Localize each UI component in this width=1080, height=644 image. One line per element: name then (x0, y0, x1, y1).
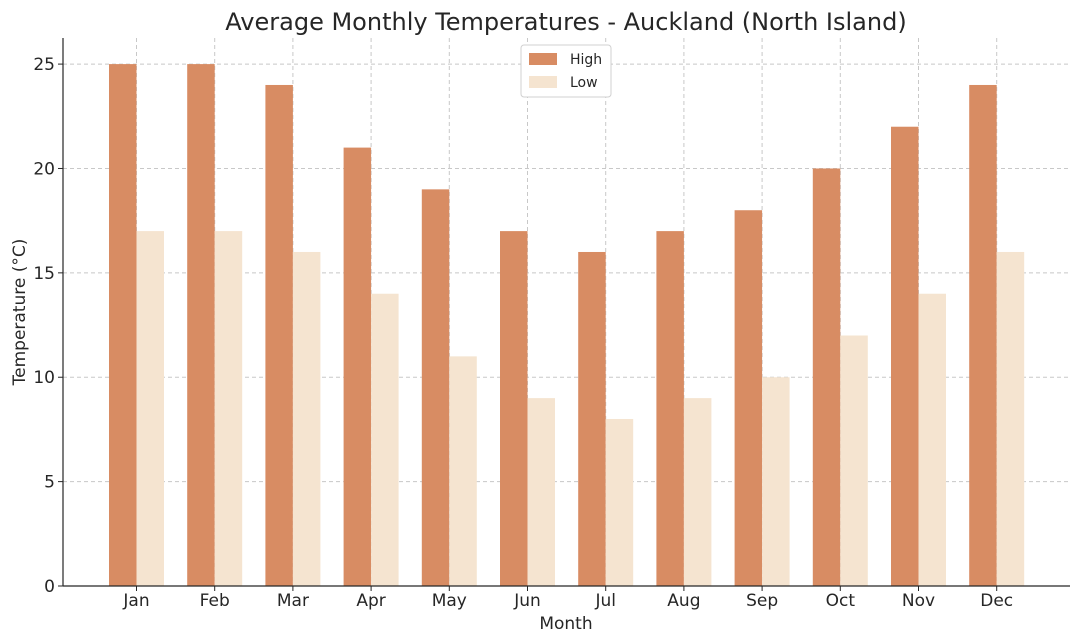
bar-high-sep (734, 210, 763, 586)
bar-high-jul (578, 251, 606, 586)
legend-label-high: High (570, 52, 602, 68)
y-tick-label: 0 (44, 577, 55, 597)
axes (62, 38, 1070, 587)
bar-low-apr (371, 293, 399, 586)
bar-high-jun (500, 231, 528, 586)
bar-low-feb (214, 231, 243, 586)
y-tick-label: 15 (33, 264, 55, 284)
x-tick-label: Jan (122, 591, 149, 611)
bar-high-aug (656, 231, 684, 586)
chart-title: Average Monthly Temperatures - Auckland … (225, 8, 906, 36)
bar-high-feb (187, 64, 215, 587)
bar-low-mar (292, 251, 321, 586)
y-axis-label: Temperature (°C) (10, 239, 30, 387)
bar-low-dec (996, 251, 1025, 586)
x-tick-label: Sep (746, 591, 778, 611)
bar-low-aug (683, 398, 712, 586)
x-tick-label: May (432, 591, 467, 611)
x-tick-label: Aug (667, 591, 700, 611)
bars (109, 64, 1025, 587)
bar-high-oct (812, 168, 841, 586)
y-tick-labels: 0 5 10 15 20 25 (33, 55, 63, 597)
bar-low-may (449, 356, 477, 586)
x-tick-label: Nov (902, 591, 935, 611)
x-tick-label: Dec (980, 591, 1013, 611)
y-tick-label: 20 (33, 159, 55, 179)
x-tick-labels: Jan Feb Mar Apr May Jun Jul Aug Sep Oct Nov Dec (122, 586, 1013, 611)
bar-high-mar (265, 84, 293, 586)
x-tick-label: Jun (513, 591, 541, 611)
bar-high-jan (109, 64, 137, 587)
bar-high-dec (969, 84, 997, 586)
bar-high-apr (343, 147, 372, 586)
bar-high-nov (891, 126, 919, 586)
bar-high-may (421, 189, 450, 586)
y-tick-label: 5 (44, 473, 55, 493)
legend-swatch-high (529, 53, 557, 65)
x-tick-label: Apr (356, 591, 385, 611)
bar-low-nov (918, 293, 946, 586)
bar-low-oct (840, 335, 868, 586)
legend: High Low (520, 44, 612, 98)
bar-low-jun (527, 398, 555, 586)
x-tick-label: Oct (826, 591, 856, 611)
x-axis-label: Month (539, 614, 592, 634)
x-tick-label: Mar (277, 591, 309, 611)
legend-label-low: Low (570, 75, 598, 91)
bar-low-sep (762, 377, 790, 586)
y-tick-label: 25 (33, 55, 55, 75)
y-tick-label: 10 (33, 368, 55, 388)
legend-swatch-low (529, 76, 557, 88)
bar-low-jan (136, 231, 164, 586)
x-tick-label: Jul (594, 591, 616, 611)
bar-low-jul (605, 418, 634, 586)
x-tick-label: Feb (200, 591, 230, 611)
